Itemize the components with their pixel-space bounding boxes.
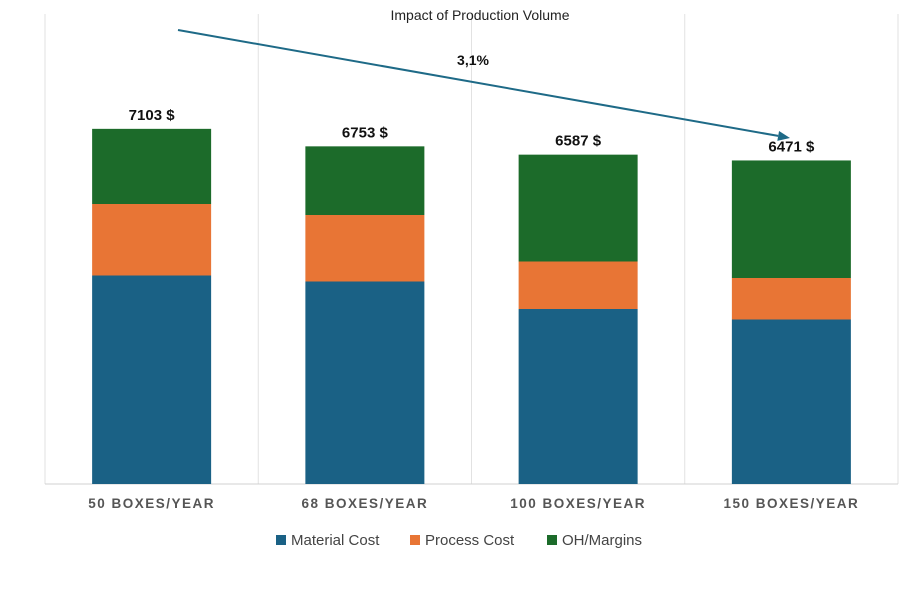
chart-title: Impact of Production Volume: [391, 7, 570, 23]
legend-label: OH/Margins: [562, 532, 642, 549]
trend-arrow-head: [777, 130, 790, 141]
legend-label: Process Cost: [425, 532, 515, 549]
category-gridlines: [44, 14, 899, 484]
bar-segment-oh-margins: [731, 160, 851, 278]
trend-arrow-line: [177, 29, 779, 137]
bar-segment-oh-margins: [92, 128, 212, 204]
bar-segment-material-cost: [518, 309, 638, 484]
legend-swatch: [276, 535, 286, 545]
legend-item-oh-margins: OH/Margins: [547, 532, 642, 549]
total-label: 6753 $: [342, 124, 389, 141]
total-label: 6471 $: [768, 138, 815, 155]
legend: Material Cost Process Cost OH/Margins: [276, 532, 642, 549]
trend-annotation: 3,1%: [457, 52, 489, 68]
category-label: 50 BOXES/YEAR: [88, 496, 215, 511]
bar-segment-process-cost: [305, 215, 425, 282]
total-label: 6587 $: [555, 133, 602, 150]
bar-segment-material-cost: [731, 319, 851, 484]
legend-swatch: [410, 535, 420, 545]
bar-segment-material-cost: [92, 275, 212, 484]
legend-label: Material Cost: [291, 532, 380, 549]
legend-item-process-cost: Process Cost: [410, 532, 515, 549]
bar-segment-oh-margins: [518, 154, 638, 262]
trend-arrow-group: [177, 29, 790, 141]
category-label: 68 BOXES/YEAR: [301, 496, 428, 511]
legend-swatch: [547, 535, 557, 545]
bar-segment-oh-margins: [305, 146, 425, 215]
category-label: 100 BOXES/YEAR: [510, 496, 646, 511]
bar-segment-process-cost: [518, 261, 638, 309]
bar-segment-material-cost: [305, 281, 425, 484]
legend-item-material-cost: Material Cost: [276, 532, 380, 549]
total-labels-group: 7103 $ 6753 $ 6587 $ 6471 $: [129, 107, 815, 156]
category-label: 150 BOXES/YEAR: [723, 496, 859, 511]
category-labels-group: 50 BOXES/YEAR 68 BOXES/YEAR 100 BOXES/YEAR…: [88, 496, 859, 511]
bar-segment-process-cost: [92, 204, 212, 276]
total-label: 7103 $: [129, 107, 176, 124]
bars-group: [92, 128, 851, 484]
bar-segment-process-cost: [731, 278, 851, 320]
